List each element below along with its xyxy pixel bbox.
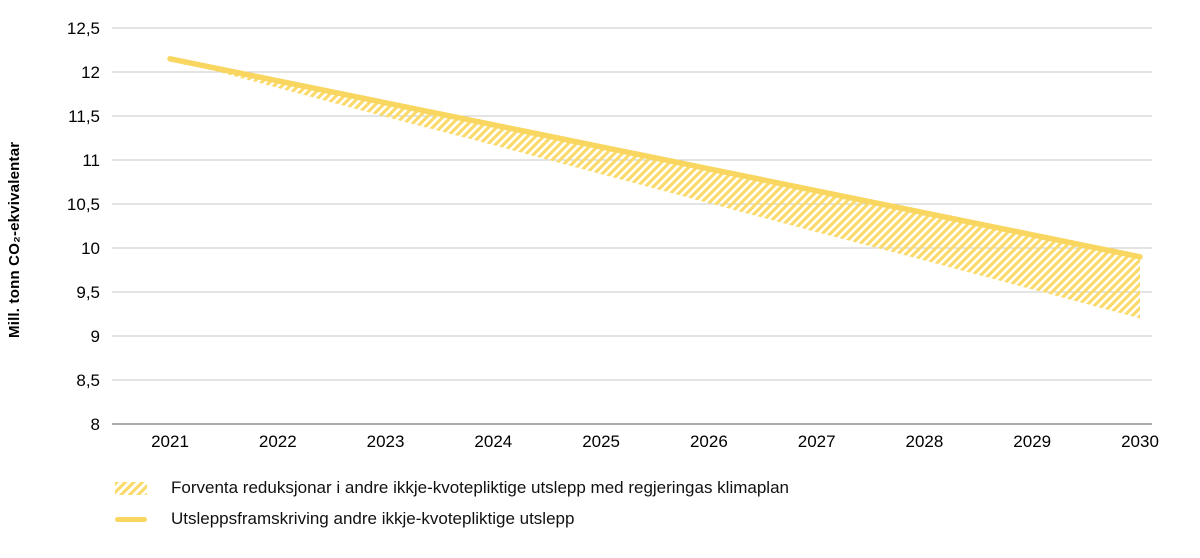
emissions-projection-line: [167, 56, 1143, 260]
expected-reductions-band: [170, 58, 1140, 319]
hatched-area-swatch-icon: [115, 481, 147, 495]
gridlines: [112, 27, 1152, 425]
svg-text:9: 9: [91, 327, 100, 346]
svg-text:9,5: 9,5: [76, 283, 100, 302]
y-axis-label: Mill. tonn CO₂-ekvivalentar: [6, 141, 23, 338]
svg-text:2021: 2021: [151, 432, 189, 451]
svg-text:2026: 2026: [690, 432, 728, 451]
legend-label-emissions-projection: Utsleppsframskriving andre ikkje-kvotepl…: [171, 509, 575, 528]
svg-text:12,5: 12,5: [67, 19, 100, 38]
svg-text:8,5: 8,5: [76, 371, 100, 390]
x-tick-labels: 2021 2022 2023 2024 2025 2026 2027 2028 2029 2030: [151, 432, 1159, 451]
svg-text:2029: 2029: [1013, 432, 1051, 451]
svg-text:11,5: 11,5: [68, 107, 100, 126]
svg-text:8: 8: [91, 415, 100, 434]
legend-item-emissions-projection: Utsleppsframskriving andre ikkje-kvotepl…: [115, 509, 789, 529]
svg-text:11: 11: [82, 151, 100, 170]
legend: Forventa reduksjonar i andre ikkje-kvote…: [115, 478, 789, 529]
svg-text:2030: 2030: [1121, 432, 1159, 451]
svg-text:2027: 2027: [798, 432, 836, 451]
y-tick-labels: 8 8,5 9 9,5 10 10,5 11 11,5 12 12,5: [67, 19, 100, 434]
line-swatch-icon: [115, 516, 147, 522]
legend-item-expected-reductions: Forventa reduksjonar i andre ikkje-kvote…: [115, 478, 789, 498]
svg-text:2028: 2028: [906, 432, 944, 451]
svg-text:12: 12: [81, 63, 100, 82]
svg-text:2024: 2024: [474, 432, 512, 451]
svg-text:2025: 2025: [582, 432, 620, 451]
svg-text:2023: 2023: [367, 432, 405, 451]
svg-text:10: 10: [81, 239, 100, 258]
svg-text:10,5: 10,5: [67, 195, 100, 214]
legend-label-expected-reductions: Forventa reduksjonar i andre ikkje-kvote…: [171, 478, 789, 497]
svg-text:2022: 2022: [259, 432, 297, 451]
